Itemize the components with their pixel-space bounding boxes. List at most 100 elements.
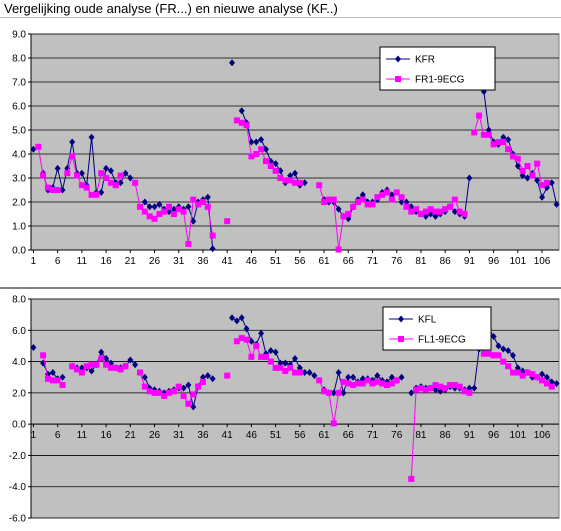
data-point — [388, 380, 395, 387]
data-point — [417, 211, 424, 217]
data-point — [49, 369, 56, 377]
data-point — [30, 145, 37, 153]
data-point — [78, 364, 85, 372]
data-point — [451, 382, 458, 389]
data-point — [253, 151, 260, 157]
data-point — [224, 372, 231, 379]
data-point — [345, 215, 352, 223]
data-point — [524, 369, 531, 376]
data-point — [543, 380, 550, 387]
data-point — [40, 352, 47, 359]
data-point — [146, 388, 153, 395]
data-point — [505, 136, 512, 144]
data-point — [505, 347, 512, 355]
data-point — [480, 350, 487, 357]
data-point — [505, 146, 512, 153]
data-point — [325, 196, 332, 203]
data-point — [132, 361, 139, 369]
data-point — [103, 175, 110, 181]
data-point — [451, 208, 458, 216]
data-point — [233, 117, 240, 124]
x-tick-label: 21 — [125, 430, 137, 441]
data-point — [519, 167, 526, 174]
chart-top[interactable]: 0.0 1.0 2.0 3.0 4.0 5.0 6.0 7.0 8.0 9.0 1 6 11 16 21 26… — [0, 19, 561, 287]
data-point — [292, 179, 298, 186]
data-point — [292, 169, 298, 177]
data-point — [354, 199, 361, 205]
data-point — [204, 203, 211, 210]
data-point — [495, 352, 502, 359]
data-point — [262, 353, 269, 360]
data-point — [447, 203, 454, 210]
data-point — [136, 369, 143, 376]
data-point — [185, 381, 192, 389]
data-point — [417, 385, 424, 392]
legend-marker — [398, 315, 404, 323]
x-tick-label: 61 — [319, 430, 331, 441]
data-point — [316, 377, 323, 384]
data-point — [437, 387, 444, 395]
data-point — [180, 384, 187, 392]
data-point — [107, 167, 114, 175]
x-tick-label: 81 — [415, 430, 427, 441]
data-point — [277, 364, 284, 371]
y-tick-label: 6.0 — [12, 102, 26, 113]
x-tick-label: 66 — [343, 256, 355, 267]
data-point — [461, 211, 468, 217]
x-tick-label: 6 — [55, 256, 61, 267]
data-point — [321, 388, 328, 395]
data-point — [553, 379, 560, 387]
y-tick-label: 2.0 — [12, 198, 26, 209]
data-point — [548, 383, 555, 390]
data-point — [335, 205, 342, 213]
data-point — [287, 361, 294, 369]
x-tick-label: 46 — [246, 256, 258, 267]
data-point — [393, 377, 400, 384]
x-tick-label: 31 — [173, 256, 185, 267]
x-tick-label: 81 — [415, 256, 427, 267]
x-tick-label: 26 — [149, 430, 161, 441]
data-point — [272, 364, 279, 371]
legend-label: FR1-9ECG — [415, 75, 465, 86]
data-point — [340, 213, 347, 220]
x-tick-label: 36 — [197, 430, 209, 441]
data-point — [500, 345, 507, 353]
data-point — [117, 366, 124, 373]
data-point — [548, 179, 555, 187]
data-point — [146, 203, 153, 211]
x-tick-label: 71 — [367, 256, 379, 267]
data-point — [209, 375, 216, 383]
data-point — [78, 369, 85, 376]
data-point — [209, 245, 216, 253]
data-point — [345, 211, 352, 217]
data-point — [534, 160, 541, 167]
data-point — [141, 373, 148, 381]
data-point — [156, 200, 163, 208]
y-tick-label: -6.0 — [9, 514, 27, 525]
chart-bottom[interactable]: -6.0 -4.0 -2.0 0.0 2.0 4.0 6.0 8.0 1 6 11 16 21 26 31 3… — [0, 287, 561, 531]
data-point — [321, 199, 328, 205]
data-point — [78, 182, 85, 189]
data-point — [267, 163, 274, 169]
data-point — [296, 369, 303, 376]
data-point — [78, 169, 85, 177]
data-point — [190, 196, 197, 203]
data-point — [296, 179, 303, 186]
data-point — [238, 119, 245, 126]
data-point — [287, 172, 294, 180]
data-point — [437, 208, 444, 215]
data-point — [529, 371, 536, 378]
x-tick-label: 46 — [246, 430, 258, 441]
x-tick-label: 86 — [440, 256, 452, 267]
data-point — [408, 203, 415, 211]
data-point — [442, 206, 449, 213]
data-point — [543, 179, 550, 186]
data-point — [330, 420, 337, 427]
data-point — [98, 188, 105, 196]
data-point — [107, 179, 114, 186]
data-point — [350, 203, 357, 210]
data-point — [292, 354, 298, 362]
data-point — [359, 380, 366, 387]
x-tick-label: 51 — [270, 430, 282, 441]
data-point — [422, 386, 429, 393]
